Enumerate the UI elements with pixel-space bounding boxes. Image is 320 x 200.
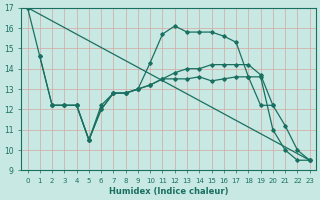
X-axis label: Humidex (Indice chaleur): Humidex (Indice chaleur) (109, 187, 228, 196)
